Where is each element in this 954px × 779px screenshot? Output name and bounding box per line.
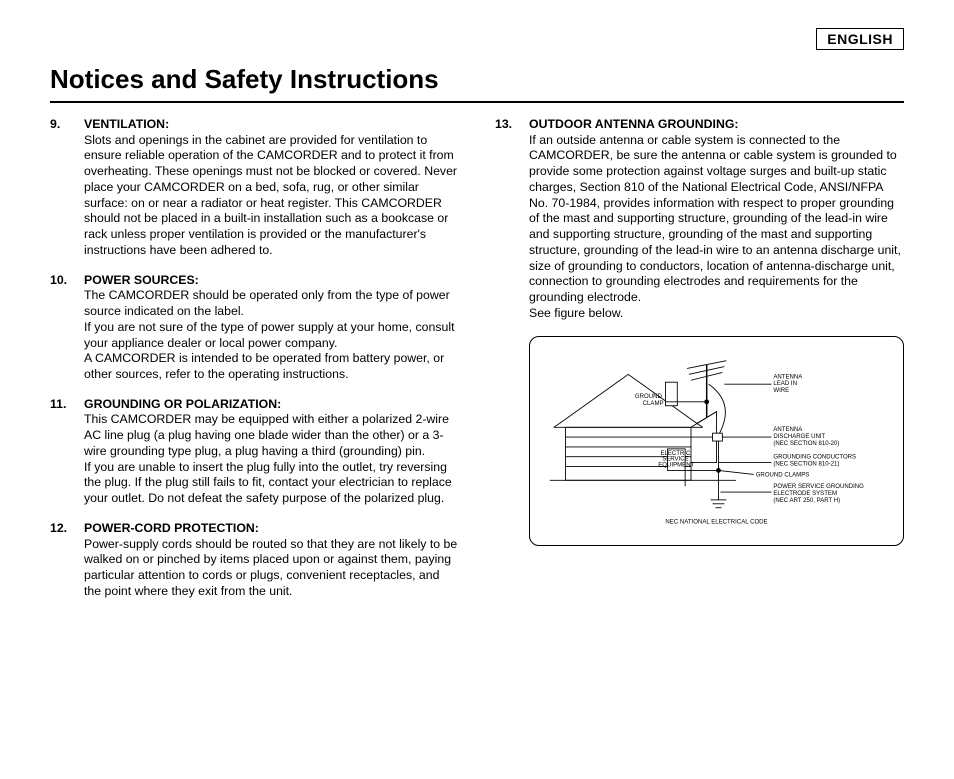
item-body: Slots and openings in the cabinet are pr… — [84, 133, 457, 257]
fig-label-antenna-lead: ANTENNA LEAD IN WIRE — [773, 374, 804, 394]
page-title: Notices and Safety Instructions — [50, 64, 904, 103]
item-body: The CAMCORDER should be operated only fr… — [84, 288, 454, 381]
item-number: 11. — [50, 397, 66, 413]
item-12: 12. POWER-CORD PROTECTION: Power-supply … — [50, 521, 459, 600]
fig-label-discharge: ANTENNA DISCHARGE UNIT (NEC SECTION 810-… — [773, 427, 839, 447]
fig-label-power-service: POWER SERVICE GROUNDING ELECTRODE SYSTEM… — [773, 484, 865, 504]
item-body: Power-supply cords should be routed so t… — [84, 537, 457, 598]
item-11: 11. GROUNDING OR POLARIZATION: This CAMC… — [50, 397, 459, 507]
content-columns: 9. VENTILATION: Slots and openings in th… — [50, 117, 904, 614]
item-heading: POWER-CORD PROTECTION: — [84, 521, 259, 535]
item-number: 12. — [50, 521, 67, 537]
item-heading: VENTILATION: — [84, 117, 169, 131]
item-heading: OUTDOOR ANTENNA GROUNDING: — [529, 117, 739, 131]
item-body: If an outside antenna or cable system is… — [529, 133, 901, 320]
item-13: 13. OUTDOOR ANTENNA GROUNDING: If an out… — [495, 117, 904, 322]
fig-caption: NEC NATIONAL ELECTRICAL CODE — [665, 519, 767, 525]
grounding-diagram-svg: GROUND CLAMP ANTENNA LEAD IN WIRE ANTENN… — [540, 349, 893, 537]
item-body: This CAMCORDER may be equipped with eith… — [84, 412, 452, 505]
left-column: 9. VENTILATION: Slots and openings in th… — [50, 117, 459, 614]
fig-label-grounding-conductors: GROUNDING CONDUCTORS (NEC SECTION 810-21… — [773, 454, 857, 467]
fig-label-ground-clamps: GROUND CLAMPS — [756, 472, 810, 478]
fig-label-electric-service: ELECTRIC SERVICE EQUIPMENT — [658, 450, 694, 468]
item-heading: POWER SOURCES: — [84, 273, 199, 287]
grounding-figure: GROUND CLAMP ANTENNA LEAD IN WIRE ANTENN… — [529, 336, 904, 546]
item-heading: GROUNDING OR POLARIZATION: — [84, 397, 281, 411]
item-10: 10. POWER SOURCES: The CAMCORDER should … — [50, 273, 459, 383]
right-column: 13. OUTDOOR ANTENNA GROUNDING: If an out… — [495, 117, 904, 614]
item-9: 9. VENTILATION: Slots and openings in th… — [50, 117, 459, 259]
language-badge: ENGLISH — [816, 28, 904, 50]
item-number: 13. — [495, 117, 512, 133]
fig-label-ground-clamp: GROUND CLAMP — [635, 393, 664, 406]
item-number: 9. — [50, 117, 60, 133]
item-number: 10. — [50, 273, 67, 289]
